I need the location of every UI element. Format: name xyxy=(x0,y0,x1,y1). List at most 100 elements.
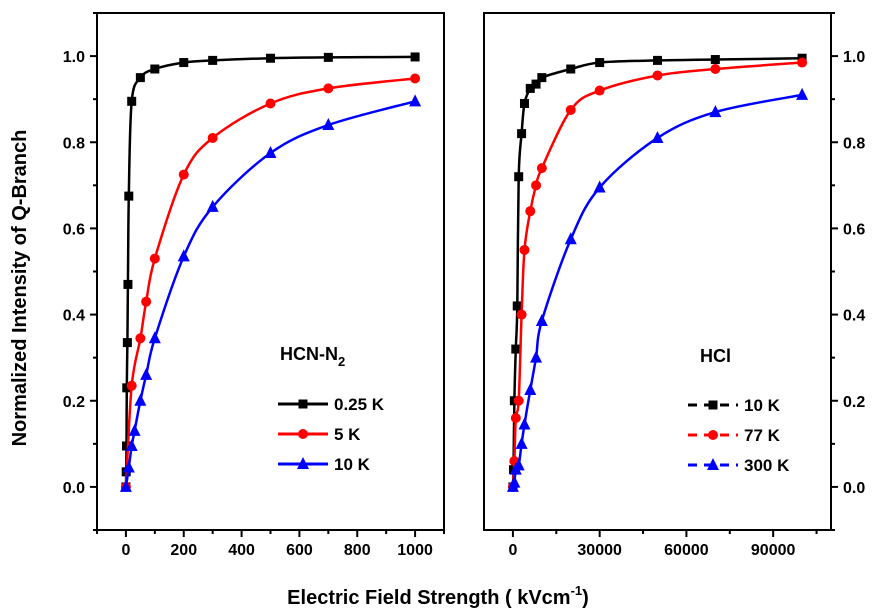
data-point xyxy=(125,438,138,451)
y-tick-label: 0.6 xyxy=(843,221,865,238)
data-point xyxy=(410,52,420,62)
data-point xyxy=(123,279,133,289)
data-point xyxy=(208,55,218,65)
data-point xyxy=(207,132,218,143)
panel-hcn-n2: 0 200 400 600 800 1000 0.0 0.2 0.4 0.6 0.8 1.0 HCN-N… xyxy=(63,12,445,559)
x-tick-label: 30000 xyxy=(577,542,622,559)
data-point xyxy=(530,350,543,363)
data-point xyxy=(515,436,528,449)
data-point xyxy=(178,169,189,180)
panel-label-subscript: 2 xyxy=(338,354,345,369)
x-tick-label: 400 xyxy=(228,542,255,559)
data-point xyxy=(122,383,132,393)
data-point xyxy=(148,331,161,344)
data-point xyxy=(126,380,137,391)
y-tick-label: 0.8 xyxy=(63,135,85,152)
y-tick-label: 0.4 xyxy=(63,308,85,325)
legend-label: 10 K xyxy=(744,396,781,415)
data-point xyxy=(519,98,529,108)
data-point xyxy=(179,58,189,68)
series-line-5-k xyxy=(124,77,416,487)
data-point xyxy=(566,64,576,74)
legend-label: 77 K xyxy=(744,426,781,445)
x-tick-label: 200 xyxy=(170,542,197,559)
panel-label: HCN-N2 xyxy=(280,344,345,369)
data-point xyxy=(322,118,335,131)
data-point xyxy=(519,244,530,255)
panel-label: HCl xyxy=(700,346,731,366)
data-point xyxy=(206,199,219,212)
data-point xyxy=(410,73,421,84)
data-point xyxy=(265,98,276,109)
data-point xyxy=(652,70,663,81)
legend-label: 5 K xyxy=(334,425,361,444)
y-tick-label: 1.0 xyxy=(63,49,85,66)
data-point xyxy=(510,412,521,423)
data-point xyxy=(796,87,809,100)
data-point xyxy=(710,55,720,65)
x-axis-title: Electric Field Strength ( kVcm-1) xyxy=(287,583,589,609)
x-tick-label: 600 xyxy=(286,542,313,559)
data-point xyxy=(536,163,547,174)
data-point xyxy=(124,191,134,201)
legend-marker xyxy=(708,430,718,440)
y-tick-label: 0.0 xyxy=(843,480,865,497)
data-point xyxy=(140,367,153,380)
data-point xyxy=(513,395,524,406)
data-point xyxy=(709,105,722,118)
data-point xyxy=(594,85,605,96)
data-point xyxy=(593,180,606,193)
data-point xyxy=(537,73,547,83)
data-point xyxy=(409,94,422,107)
y-tick-label: 0.4 xyxy=(843,308,865,325)
x-tick-label: 0 xyxy=(508,542,517,559)
x-axis-title-close: ) xyxy=(582,587,589,609)
x-tick-label: 1000 xyxy=(397,542,433,559)
legend-marker xyxy=(298,399,308,409)
data-point xyxy=(512,301,522,311)
y-tick-label: 0.8 xyxy=(843,135,865,152)
data-point xyxy=(177,249,190,262)
legend-marker xyxy=(298,429,308,439)
series-line-10-k xyxy=(124,100,416,488)
data-point xyxy=(134,393,147,406)
y-tick-label: 0.2 xyxy=(843,394,865,411)
data-point xyxy=(524,382,537,395)
data-point xyxy=(119,479,132,492)
x-axis-title-superscript: -1 xyxy=(571,583,583,598)
data-point xyxy=(525,83,535,93)
data-point xyxy=(323,83,334,94)
x-axis-title-main: Electric Field Strength ( kVcm xyxy=(287,587,570,609)
legend-marker xyxy=(708,400,718,410)
plot-frame xyxy=(96,12,445,531)
y-tick-label: 0.6 xyxy=(63,221,85,238)
legend: 10 K 77 K 300 K xyxy=(688,396,790,475)
data-point xyxy=(653,55,662,65)
series-line-0.25-k xyxy=(124,55,416,487)
data-point xyxy=(651,130,664,143)
data-point xyxy=(508,475,521,488)
data-point xyxy=(797,57,808,68)
data-point xyxy=(517,129,527,139)
data-point xyxy=(122,338,132,348)
legend-label: 0.25 K xyxy=(334,395,385,414)
x-tick-label: 0 xyxy=(121,542,130,559)
data-point xyxy=(565,104,576,115)
data-point xyxy=(516,309,527,320)
y-axis-title: Normalized Intensity of Q-Branch xyxy=(9,130,31,447)
data-point xyxy=(595,58,605,68)
y-tick-label: 1.0 xyxy=(843,49,865,66)
data-point xyxy=(264,146,277,159)
data-point xyxy=(511,344,521,354)
data-point xyxy=(531,180,542,191)
data-point xyxy=(141,296,152,307)
x-tick-label: 800 xyxy=(344,542,371,559)
panel-label-main: HCl xyxy=(700,346,731,366)
data-point xyxy=(518,417,531,430)
x-tick-label: 90000 xyxy=(751,542,796,559)
data-point xyxy=(135,333,146,344)
legend-marker xyxy=(707,458,719,470)
data-point xyxy=(135,73,145,83)
x-tick-label: 60000 xyxy=(664,542,709,559)
